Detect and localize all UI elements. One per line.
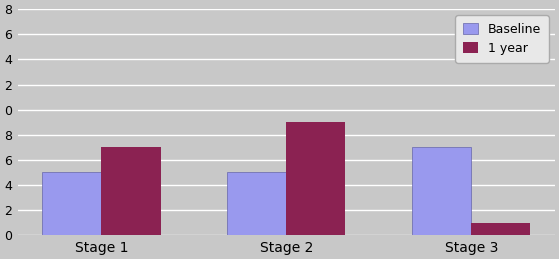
Bar — [101, 147, 160, 235]
Bar — [471, 223, 530, 235]
Bar — [286, 122, 345, 235]
Bar — [227, 172, 286, 235]
Bar — [42, 172, 101, 235]
Legend: Baseline, 1 year: Baseline, 1 year — [456, 16, 548, 63]
Bar — [412, 147, 471, 235]
